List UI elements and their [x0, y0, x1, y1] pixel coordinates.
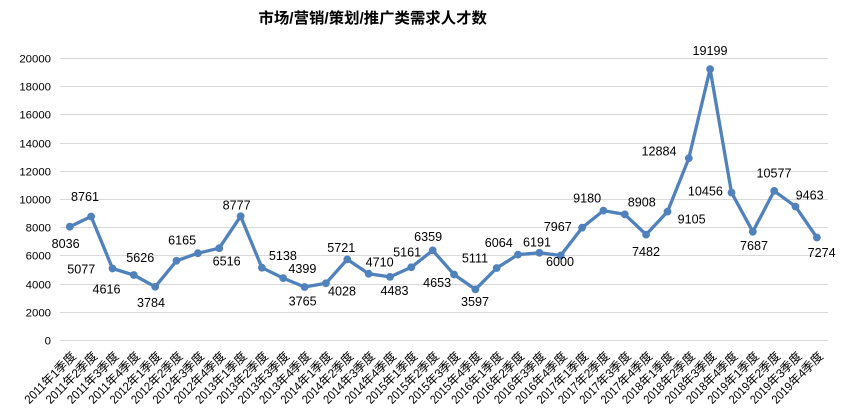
- svg-text:4616: 4616: [92, 283, 120, 297]
- svg-text:8761: 8761: [71, 190, 99, 204]
- svg-text:4399: 4399: [288, 262, 316, 276]
- svg-text:6000: 6000: [26, 250, 51, 262]
- svg-text:4653: 4653: [423, 276, 451, 290]
- svg-text:12884: 12884: [641, 145, 676, 159]
- svg-text:6064: 6064: [485, 236, 513, 250]
- svg-text:7687: 7687: [740, 239, 768, 253]
- svg-text:/: /: [360, 10, 365, 27]
- svg-text:16000: 16000: [19, 109, 51, 121]
- svg-text:4028: 4028: [328, 285, 356, 299]
- svg-text:0: 0: [45, 335, 51, 347]
- svg-text:8777: 8777: [223, 199, 251, 213]
- svg-text:18000: 18000: [19, 81, 51, 93]
- svg-text:8000: 8000: [26, 222, 51, 234]
- svg-text:6516: 6516: [213, 255, 241, 269]
- svg-text:8908: 8908: [628, 196, 656, 210]
- svg-text:5161: 5161: [393, 246, 421, 260]
- svg-text:19199: 19199: [692, 44, 727, 58]
- svg-text:6359: 6359: [414, 230, 442, 244]
- svg-text:3765: 3765: [289, 295, 317, 309]
- svg-text:4710: 4710: [366, 256, 394, 270]
- svg-text:10456: 10456: [688, 184, 723, 198]
- svg-text:5138: 5138: [269, 249, 297, 263]
- svg-text:9180: 9180: [573, 191, 601, 205]
- svg-text:10000: 10000: [19, 194, 51, 206]
- svg-text:5721: 5721: [327, 241, 355, 255]
- svg-text:10577: 10577: [756, 167, 791, 181]
- svg-text:8036: 8036: [52, 237, 80, 251]
- svg-text:6165: 6165: [168, 233, 196, 247]
- svg-text:6000: 6000: [546, 255, 574, 269]
- svg-text:/: /: [324, 10, 329, 27]
- svg-text:9463: 9463: [796, 189, 824, 203]
- svg-text:9105: 9105: [678, 213, 706, 227]
- svg-text:14000: 14000: [19, 138, 51, 150]
- svg-text:7967: 7967: [544, 220, 572, 234]
- svg-text:/: /: [289, 10, 294, 27]
- svg-text:2011: 2011: [22, 379, 49, 406]
- svg-text:2000: 2000: [26, 307, 51, 319]
- svg-text:4000: 4000: [26, 279, 51, 291]
- svg-text:7274: 7274: [808, 246, 836, 260]
- svg-text:12000: 12000: [19, 166, 51, 178]
- svg-text:4483: 4483: [380, 284, 408, 298]
- svg-text:6191: 6191: [523, 235, 551, 249]
- svg-text:3784: 3784: [137, 296, 165, 310]
- svg-text:5077: 5077: [67, 263, 95, 277]
- svg-text:3597: 3597: [461, 295, 489, 309]
- svg-text:7482: 7482: [632, 245, 660, 259]
- svg-text:5626: 5626: [126, 251, 154, 265]
- svg-text:20000: 20000: [19, 53, 51, 65]
- svg-text:5111: 5111: [462, 252, 488, 266]
